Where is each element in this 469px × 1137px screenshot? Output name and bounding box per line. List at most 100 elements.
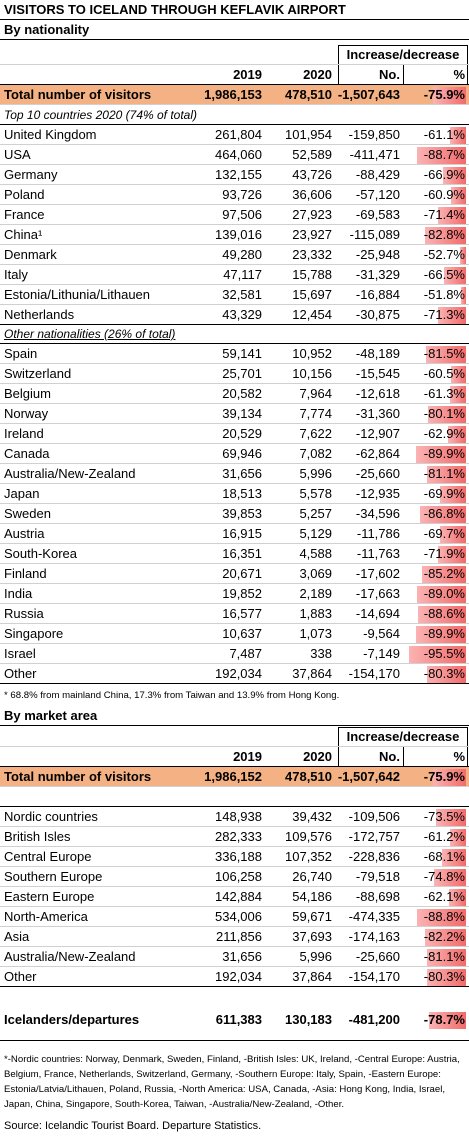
cell: -14,694 [355, 606, 400, 621]
cell: -95.5% [423, 646, 465, 661]
cell: 12,454 [292, 307, 332, 322]
cell: 37,693 [292, 929, 332, 944]
cell: -61.2% [423, 829, 465, 844]
cell: -61.3% [423, 386, 465, 401]
cell: -62.9% [423, 426, 465, 441]
subtitle: By nationality [4, 22, 90, 37]
column-header: 2020 [303, 67, 332, 82]
cell: 106,258 [215, 869, 262, 884]
rule [0, 643, 469, 644]
row-label: Sweden [4, 506, 51, 521]
rule [0, 324, 469, 325]
cell: 54,186 [292, 889, 332, 904]
row-label: Asia [4, 929, 30, 944]
cell: -81.1% [423, 466, 465, 481]
column-header: No. [379, 67, 400, 82]
data-bar [427, 969, 466, 986]
rule [0, 663, 469, 664]
cell: -481,200 [348, 1012, 400, 1027]
row-label: Nordic countries [4, 809, 98, 824]
cell: -66.9% [423, 167, 465, 182]
cell: 5,996 [299, 949, 332, 964]
rule [0, 224, 469, 225]
rule [0, 483, 469, 484]
cell: -85.2% [423, 566, 465, 581]
cell: -86.8% [423, 506, 465, 521]
cell: 139,016 [215, 227, 262, 242]
cell: -89.9% [423, 626, 465, 641]
row-label: Austria [4, 526, 45, 541]
data-bar [450, 829, 466, 846]
cell: 20,582 [222, 386, 262, 401]
cell: 32,581 [222, 287, 262, 302]
data-bar [450, 386, 466, 403]
rule [0, 184, 469, 185]
cell: -75.9% [423, 769, 465, 784]
rule [0, 725, 469, 726]
title: VISITORS TO ICELAND THROUGH KEFLAVIK AIR… [4, 2, 346, 17]
cell: 7,082 [299, 446, 332, 461]
cell: 192,034 [215, 969, 262, 984]
cell: 15,697 [292, 287, 332, 302]
data-bar [449, 889, 466, 906]
cell: -79,518 [355, 869, 400, 884]
cell: 192,034 [215, 666, 262, 681]
rule [0, 806, 469, 807]
rule [0, 244, 469, 245]
data-bar [432, 87, 466, 104]
cell: -62.1% [423, 889, 465, 904]
data-bar [417, 586, 466, 603]
rule [0, 503, 469, 504]
column-header: % [453, 67, 465, 82]
row-label: Denmark [4, 247, 57, 262]
data-bar [425, 929, 466, 946]
rule [0, 443, 469, 444]
total-band [0, 767, 469, 787]
cell: -88,429 [355, 167, 400, 182]
cell: -82.2% [423, 929, 465, 944]
data-bar [409, 646, 466, 663]
row-label: Singapore [4, 626, 64, 641]
cell: -12,935 [355, 486, 400, 501]
rule [0, 403, 469, 404]
row-label: Japan [4, 486, 40, 501]
notes: *-Nordic countries: Norway, Denmark, Swe… [4, 1054, 460, 1110]
cell: 19,852 [222, 586, 262, 601]
cell: -1,507,642 [337, 769, 400, 784]
row-label: USA [4, 147, 31, 162]
data-bar [450, 127, 466, 144]
column-header: 2019 [233, 749, 262, 764]
row-label: Finland [4, 566, 47, 581]
cell: -88.8% [423, 909, 465, 924]
cell: -81.5% [423, 346, 465, 361]
data-bar [426, 346, 466, 363]
cell: -78.7% [423, 1012, 465, 1027]
cell: -159,850 [348, 127, 400, 142]
cell: 10,952 [292, 346, 332, 361]
data-bar [416, 626, 466, 643]
row-label: Netherlands [4, 307, 75, 322]
row-label: United Kingdom [4, 127, 97, 142]
data-bar [434, 869, 466, 886]
rule [0, 946, 469, 947]
cell: -80.3% [423, 666, 465, 681]
cell: 130,183 [285, 1012, 332, 1027]
cell: -75.9% [423, 87, 465, 102]
cell: -228,836 [348, 849, 400, 864]
cell: 23,332 [292, 247, 332, 262]
cell: 39,432 [292, 809, 332, 824]
data-bar [438, 207, 466, 224]
row-label: Spain [4, 346, 38, 361]
row-label: South-Korea [4, 546, 77, 561]
cell: 10,637 [222, 626, 262, 641]
row-label: Russia [4, 606, 44, 621]
cell: 5,257 [299, 506, 332, 521]
row-label: Other [4, 969, 37, 984]
cell: -74.8% [423, 869, 465, 884]
rule [0, 19, 469, 20]
row-label: Australia/New-Zealand [4, 466, 136, 481]
cell: 20,529 [222, 426, 262, 441]
cell: 7,774 [299, 406, 332, 421]
data-bar [439, 486, 466, 503]
